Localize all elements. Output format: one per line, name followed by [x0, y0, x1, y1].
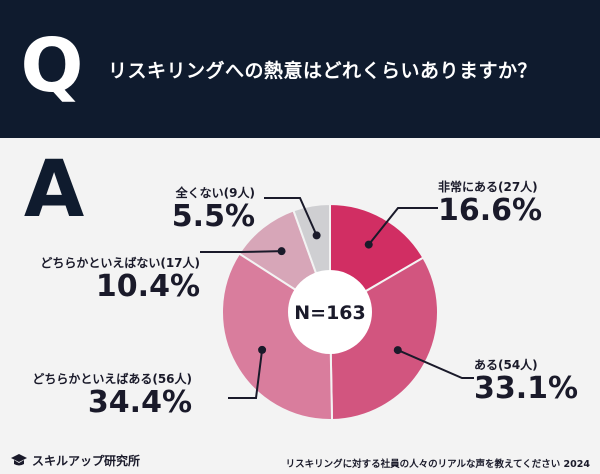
- label-yes: ある(54人) 33.1%: [474, 356, 578, 405]
- slice-percent: 16.6%: [438, 193, 543, 228]
- answer-mark-letter: A: [23, 145, 85, 235]
- brand-name: スキルアップ研究所: [32, 454, 141, 468]
- slice-caption: 非常にある(27人): [438, 180, 538, 194]
- leader-line: [367, 207, 438, 246]
- slice-caption: どちらかといえばない(17人): [40, 256, 200, 270]
- question-text: リスキリングへの熱意はどれくらいありますか？: [108, 60, 538, 82]
- brand-logo: スキルアップ研究所: [10, 452, 140, 469]
- slice-somewhat-yes: [221, 252, 334, 421]
- leader-line: [397, 349, 474, 379]
- slice-percent: 5.5%: [171, 199, 255, 234]
- label-not-at-all: 全くない(9人) 5.5%: [172, 184, 255, 233]
- leader-line: [200, 250, 282, 253]
- survey-source-note: リスキリングに対する社員の人々のリアルな声を教えてください 2024: [285, 459, 590, 470]
- slice-percent: 10.4%: [95, 269, 200, 304]
- header-banner: Q リスキリングへの熱意はどれくらいありますか？: [0, 0, 600, 138]
- slice-caption: どちらかといえばある(56人): [32, 372, 192, 386]
- label-very-much: 非常にある(27人) 16.6%: [438, 178, 542, 227]
- slice-caption: ある(54人): [474, 358, 538, 372]
- label-somewhat-yes: どちらかといえばある(56人) 34.4%: [32, 370, 192, 419]
- slice-caption: 全くない(9人): [175, 186, 255, 200]
- donut-hole: [288, 270, 372, 354]
- graduation-cap-icon: [11, 453, 27, 465]
- slice-percent: 34.4%: [87, 385, 192, 420]
- leader-line: [228, 349, 264, 399]
- center-sample-size: N=163: [294, 302, 365, 324]
- question-mark-letter: Q: [20, 23, 84, 109]
- label-somewhat-no: どちらかといえばない(17人) 10.4%: [40, 254, 200, 303]
- slice-percent: 33.1%: [474, 371, 579, 406]
- leader-line: [264, 197, 318, 236]
